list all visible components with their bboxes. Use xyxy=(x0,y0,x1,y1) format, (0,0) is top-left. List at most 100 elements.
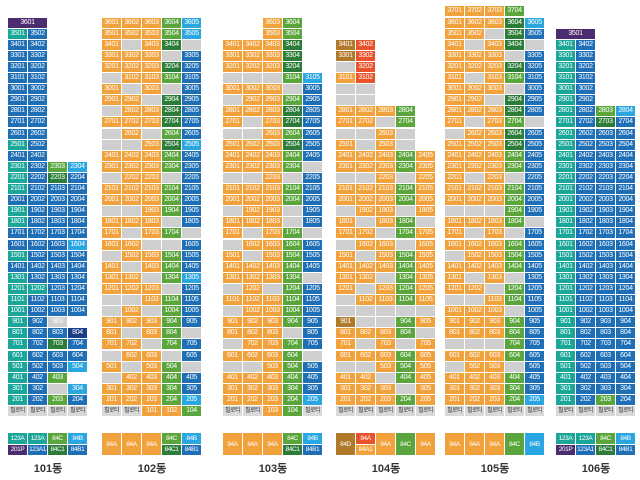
unit-type-label: 84B1 xyxy=(616,444,635,455)
unit-cell: 1805 xyxy=(303,217,322,228)
unit-cell: 3102 xyxy=(576,73,595,83)
unit-cell: 1505 xyxy=(416,250,435,261)
vacant-cell xyxy=(162,217,181,228)
unit-cell: 1302 xyxy=(576,272,595,283)
unit-cell: 1201 xyxy=(556,283,575,294)
unit-cell: 303 xyxy=(263,383,282,394)
unit-cell: 804 xyxy=(68,328,87,339)
vacant-cell xyxy=(162,239,181,250)
unit-cell: 2302 xyxy=(243,161,262,172)
unit-cell: 2702 xyxy=(122,117,141,128)
unit-cell: 701 xyxy=(336,339,355,350)
unit-cell: 3302 xyxy=(465,50,484,61)
unit-cell: 1902 xyxy=(28,206,47,217)
pilotis-cell: 필로티 xyxy=(445,406,464,416)
unit-cell: 503 xyxy=(376,361,395,372)
unit-cell: 2703 xyxy=(485,117,504,128)
unit-cell: 2004 xyxy=(283,195,302,206)
vacant-cell xyxy=(283,172,302,183)
unit-cell: 2004 xyxy=(162,195,181,206)
unit-cell: 1904 xyxy=(162,206,181,217)
pilotis-cell: 필로티 xyxy=(303,406,322,416)
unit-cell: 2001 xyxy=(445,195,464,206)
vacant-cell xyxy=(465,228,484,239)
unit-cell: 2301 xyxy=(336,161,355,172)
unit-cell: 3301 xyxy=(223,50,242,61)
unit-cell: 1603 xyxy=(48,239,67,250)
unit-cell: 2101 xyxy=(556,184,575,194)
vacant-cell xyxy=(243,117,262,128)
unit-cell: 3005 xyxy=(303,84,322,95)
unit-cell: 503 xyxy=(263,361,282,372)
unit-cell: 3303 xyxy=(485,50,504,61)
pilotis-cell: 필로티 xyxy=(485,406,504,416)
vacant-cell xyxy=(102,250,121,261)
unit-cell: 2804 xyxy=(505,106,524,117)
unit-cell: 2902 xyxy=(243,95,262,106)
unit-cell: 2503 xyxy=(142,139,161,150)
vacant-cell xyxy=(263,283,282,294)
unit-cell: 2301 xyxy=(445,161,464,172)
unit-cell: 1104 xyxy=(396,295,415,305)
unit-type-label: 84B xyxy=(616,433,635,444)
vacant-cell xyxy=(283,328,302,339)
unit-cell: 1705 xyxy=(416,228,435,239)
unit-cell: 2003 xyxy=(596,195,615,206)
unit-type-label: 201P xyxy=(8,444,27,455)
unit-cell: 1401 xyxy=(8,261,27,272)
vacant-cell xyxy=(396,239,415,250)
unit-cell: 3001 xyxy=(8,84,27,95)
pilotis-cell: 필로티 xyxy=(223,406,242,416)
unit-cell: 704 xyxy=(162,339,181,350)
unit-cell: 1503 xyxy=(376,250,395,261)
vacant-cell xyxy=(336,128,355,139)
vacant-cell xyxy=(356,139,375,150)
unit-cell: 404 xyxy=(505,372,524,383)
unit-cell: 1202 xyxy=(465,283,484,294)
unit-cell: 904 xyxy=(283,317,302,328)
unit-cell: 1502 xyxy=(465,250,484,261)
unit-cell: 2701 xyxy=(445,117,464,128)
unit-cell: 2601 xyxy=(8,128,27,139)
unit-cell: 2602 xyxy=(576,128,595,139)
unit-cell: 3302 xyxy=(356,50,375,61)
unit-cell: 2604 xyxy=(283,128,302,139)
unit-cell: 1001 xyxy=(445,306,464,317)
unit-cell: 502 xyxy=(465,361,484,372)
unit-cell: 1905 xyxy=(525,206,544,217)
unit-cell: 901 xyxy=(102,317,121,328)
unit-cell: 1602 xyxy=(576,239,595,250)
unit-cell: 2502 xyxy=(576,139,595,150)
unit-cell: 2302 xyxy=(576,161,595,172)
unit-cell: 401 xyxy=(8,372,27,383)
vacant-cell xyxy=(505,172,524,183)
unit-cell: 1503 xyxy=(485,250,504,261)
unit-cell: 2602 xyxy=(122,128,141,139)
unit-cell: 1102 xyxy=(28,295,47,305)
unit-cell: 1203 xyxy=(596,283,615,294)
unit-cell: 202 xyxy=(576,394,595,405)
pilotis-cell: 필로티 xyxy=(356,406,375,416)
unit-cell: 1302 xyxy=(356,272,375,283)
unit-cell: 3503 xyxy=(263,28,282,39)
vacant-cell xyxy=(243,228,262,239)
unit-cell: 3603 xyxy=(263,17,282,28)
unit-cell: 2701 xyxy=(102,117,121,128)
unit-type-label: 84A1 xyxy=(356,444,375,455)
unit-cell: 2305 xyxy=(182,161,201,172)
unit-cell: 3201 xyxy=(556,61,575,72)
unit-cell: 202 xyxy=(28,394,47,405)
unit-cell: 1104 xyxy=(283,295,302,305)
unit-cell: 903 xyxy=(48,317,67,328)
unit-type-label: 84C xyxy=(48,433,67,444)
unit-cell: 1503 xyxy=(48,250,67,261)
unit-cell: 203 xyxy=(485,394,504,405)
unit-cell: 1202 xyxy=(28,283,47,294)
unit-cell: 3401 xyxy=(445,39,464,50)
unit-cell: 103 xyxy=(263,406,282,416)
unit-cell: 3204 xyxy=(162,61,181,72)
unit-cell: 1603 xyxy=(485,239,504,250)
unit-cell: 1603 xyxy=(376,239,395,250)
unit-cell: 905 xyxy=(416,317,435,328)
unit-cell: 3205 xyxy=(525,61,544,72)
